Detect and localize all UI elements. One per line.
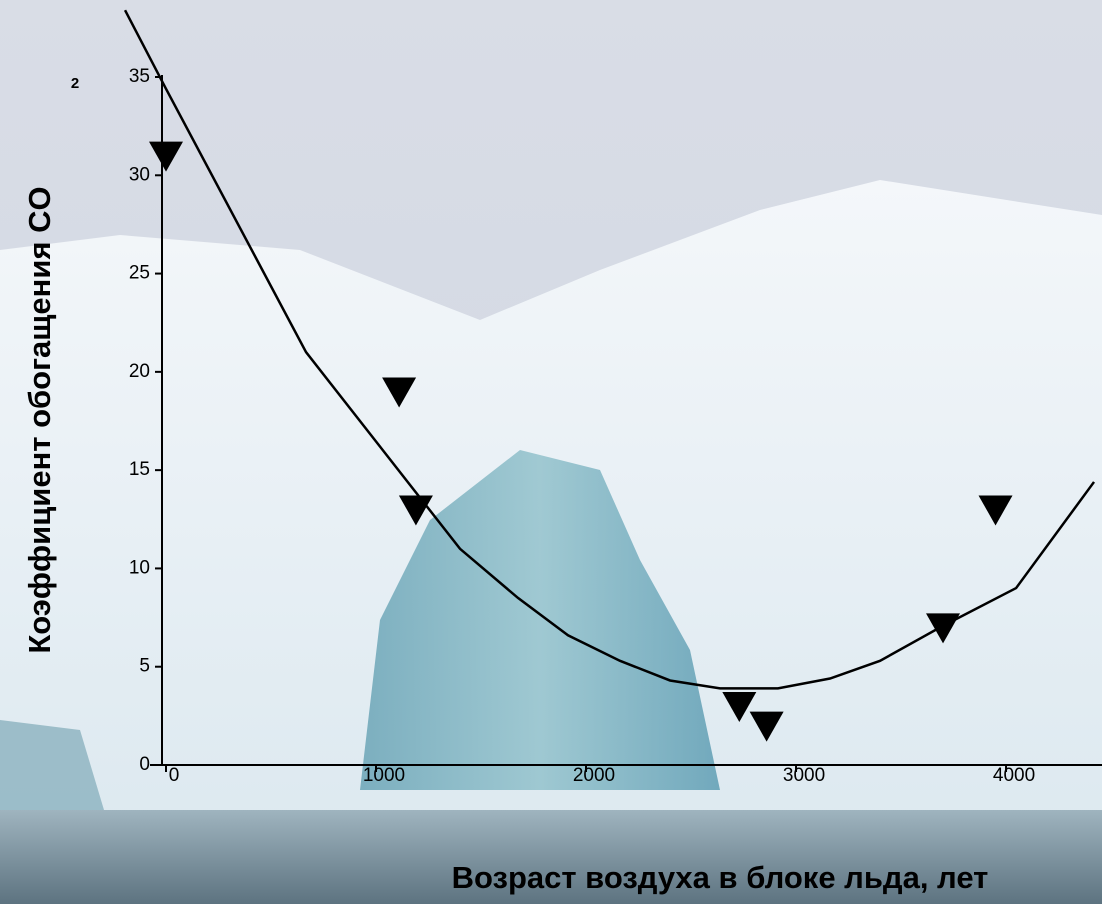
data-point <box>926 613 961 644</box>
y-tick-label: 0 <box>139 754 150 775</box>
y-tick-label: 5 <box>139 656 150 677</box>
y-tick-label: 10 <box>129 557 150 578</box>
y-tick-label: 30 <box>129 164 150 185</box>
x-tick-label: 2000 <box>573 765 615 786</box>
y-tick-label: 15 <box>129 459 150 480</box>
data-point <box>398 495 433 526</box>
y-tick-label: 35 <box>129 66 150 87</box>
y-tick-label: 20 <box>129 361 150 382</box>
background-ice-shadow <box>0 720 110 830</box>
x-tick-label: 4000 <box>993 765 1035 786</box>
background-sea <box>0 810 1102 904</box>
y-axis-label: Коэффициент обогащения CO <box>22 186 57 653</box>
data-point <box>749 711 784 742</box>
data-point <box>978 495 1013 526</box>
data-point <box>149 141 183 172</box>
x-tick-label: 3000 <box>783 765 825 786</box>
data-point <box>722 692 757 723</box>
x-tick-label: 1000 <box>363 765 405 786</box>
y-axis-label-subscript: 2 <box>71 75 79 92</box>
y-tick-label: 25 <box>129 263 150 284</box>
data-point <box>382 377 417 408</box>
x-axis-label: Возраст воздуха в блоке льда, лет <box>452 860 989 895</box>
fit-curve <box>123 9 1096 690</box>
x-tick-label: 0 <box>169 765 180 786</box>
